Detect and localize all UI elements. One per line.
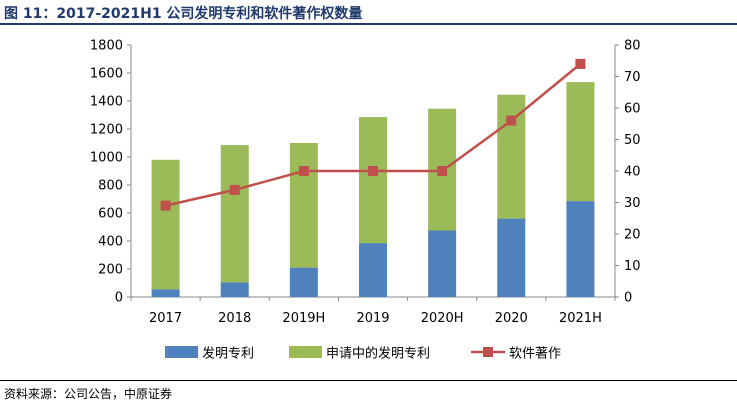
y-right-tick-label: 20 xyxy=(624,228,641,243)
software-copyright-point xyxy=(506,115,517,126)
bar-pending-patents xyxy=(289,143,318,268)
figure-title: 图 11：2017-2021H1 公司发明专利和软件著作权数量 xyxy=(4,6,363,22)
bar-pending-patents xyxy=(220,145,249,283)
y-left-tick-label: 1400 xyxy=(90,95,123,110)
y-right-tick-label: 40 xyxy=(624,165,641,180)
legend-granted-label: 发明专利 xyxy=(202,346,254,362)
bar-granted-patents xyxy=(151,289,180,297)
y-right-tick-label: 50 xyxy=(624,133,641,148)
x-tick-label: 2019H xyxy=(282,311,325,326)
y-right-tick-label: 70 xyxy=(624,70,641,85)
software-copyright-point xyxy=(575,58,586,69)
y-right-tick-label: 10 xyxy=(624,259,641,274)
y-right-tick-label: 80 xyxy=(624,39,641,54)
y-right-tick-label: 30 xyxy=(624,196,641,211)
software-copyright-point xyxy=(229,184,240,195)
legend-software-swatch-marker xyxy=(483,347,493,357)
source-rule xyxy=(0,380,737,381)
bar-granted-patents xyxy=(497,218,526,297)
y-right-tick-label: 60 xyxy=(624,102,641,117)
bar-granted-patents xyxy=(359,243,387,297)
legend-pending-label: 申请中的发明专利 xyxy=(326,346,430,362)
y-right-tick-label: 0 xyxy=(624,291,632,306)
software-copyright-point xyxy=(368,166,378,176)
x-tick-label: 2020H xyxy=(421,311,464,326)
y-left-tick-label: 1800 xyxy=(90,39,123,54)
bar-granted-patents xyxy=(566,201,595,297)
y-left-tick-label: 1000 xyxy=(90,151,123,166)
bar-granted-patents xyxy=(220,282,249,297)
bar-pending-patents xyxy=(566,82,595,202)
source-note: 资料来源：公司公告，中原证券 xyxy=(4,387,173,401)
x-tick-label: 2021H xyxy=(559,311,602,326)
y-left-tick-label: 1600 xyxy=(90,67,123,82)
x-tick-label: 2019 xyxy=(356,311,389,326)
bar-granted-patents xyxy=(428,230,457,297)
software-copyright-point xyxy=(160,200,171,211)
software-copyright-point xyxy=(298,166,309,176)
x-tick-label: 2018 xyxy=(218,311,251,326)
y-left-tick-label: 600 xyxy=(98,207,123,222)
bar-pending-patents xyxy=(497,94,526,219)
y-left-tick-label: 400 xyxy=(98,235,123,250)
y-left-tick-label: 200 xyxy=(98,263,123,278)
legend-software-label: 软件著作 xyxy=(509,347,561,362)
legend-granted-swatch xyxy=(165,346,198,358)
bar-pending-patents xyxy=(151,159,180,290)
x-tick-label: 2020 xyxy=(495,311,528,326)
chart-svg: 0 200 400 600 800 1000 1200 1400 1600 1800 0 10 20 30… xyxy=(90,39,641,362)
y-left-tick-label: 0 xyxy=(115,291,123,306)
bar-pending-patents xyxy=(359,117,387,244)
legend-pending-swatch xyxy=(289,346,322,358)
x-tick-label: 2017 xyxy=(149,311,182,326)
y-left-tick-label: 1200 xyxy=(90,123,123,138)
y-left-tick-label: 800 xyxy=(98,179,123,194)
bar-granted-patents xyxy=(289,267,318,297)
software-copyright-point xyxy=(437,166,448,176)
title-rule xyxy=(0,23,737,25)
